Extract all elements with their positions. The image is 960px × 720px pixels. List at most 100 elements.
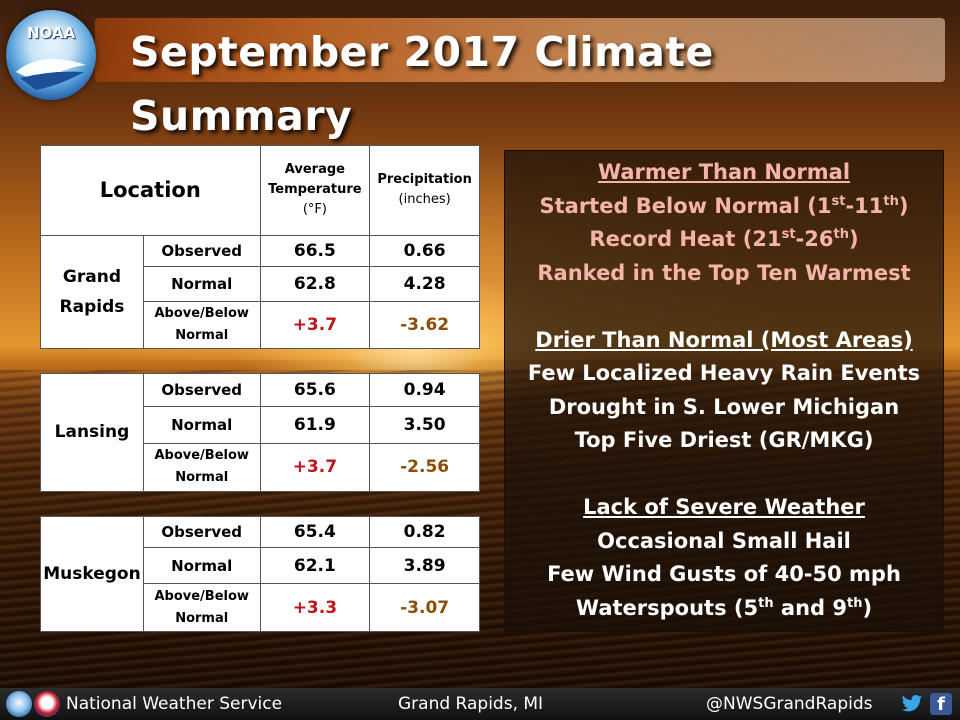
footer-social-handle[interactable]: @NWSGrandRapids (706, 694, 873, 714)
normal-temperature: 61.9 (259, 405, 371, 445)
observed-temperature: 66.5 (259, 234, 371, 268)
summary-line: Ranked in the Top Ten Warmest (537, 260, 911, 285)
summary-sup: th (883, 193, 899, 209)
warm-heading: Warmer Than Normal (597, 160, 851, 184)
table-row: Above/Below Normal +3.7 -2.56 (41, 443, 480, 492)
summary-line: Started Below Normal (1st-11th) (505, 190, 943, 224)
footer-city: Grand Rapids, MI (398, 694, 544, 714)
departure-label-line: Normal (175, 327, 229, 343)
location-name-line: Grand (62, 266, 121, 287)
table-row: Normal 62.8 4.28 (41, 266, 480, 302)
table-spacer (40, 490, 480, 517)
normal-precipitation: 4.28 (369, 266, 480, 302)
location-name: Grand Rapids (40, 234, 144, 350)
summary-line: Record Heat (21st-26th) (505, 223, 943, 257)
row-label-normal: Normal (142, 405, 261, 445)
temperature-header-label: Average Temperature (268, 162, 362, 198)
location-name: Muskegon (40, 515, 144, 633)
twitter-icon[interactable] (900, 693, 924, 715)
facebook-icon[interactable]: f (930, 693, 952, 715)
summary-panel: Warmer Than Normal Started Below Normal … (504, 150, 944, 632)
temperature-unit: (°F) (302, 202, 327, 218)
summary-gap (505, 290, 943, 324)
table-row: Lansing Observed 65.6 0.94 (40, 373, 480, 492)
summary-line: Drought in S. Lower Michigan (548, 394, 900, 419)
normal-precipitation: 3.50 (369, 405, 480, 445)
row-label-departure: Above/Below Normal (142, 443, 261, 492)
table-row: Grand Rapids Observed 66.5 0.66 (40, 234, 480, 350)
summary-sup: st (831, 193, 846, 209)
noaa-logo-text: NOAA (26, 24, 76, 42)
temperature-departure: +3.7 (259, 300, 371, 350)
row-label-normal: Normal (142, 547, 261, 585)
summary-sup: th (833, 227, 849, 242)
title-banner (95, 18, 945, 82)
summary-text: ) (898, 193, 909, 218)
temperature-header: Average Temperature (°F) (259, 145, 371, 236)
summary-text: ) (862, 595, 873, 620)
summary-text: Record Heat (21 (589, 227, 782, 251)
temperature-departure: +3.7 (259, 443, 371, 492)
temperature-departure: +3.3 (259, 583, 371, 632)
precipitation-header-label: Precipitation (377, 172, 472, 188)
noaa-bird-icon (16, 58, 86, 90)
row-label-departure: Above/Below Normal (142, 583, 261, 632)
precipitation-header: Precipitation (inches) (369, 145, 480, 236)
summary-sup: th (846, 595, 863, 611)
summary-text: Started Below Normal (1 (539, 193, 832, 218)
footer-office: National Weather Service (66, 694, 283, 714)
precipitation-departure: -3.62 (369, 300, 480, 350)
summary-line: Occasional Small Hail (597, 528, 851, 553)
nws-small-logo-icon (34, 691, 60, 717)
table-row: Normal 62.1 3.89 (41, 547, 480, 585)
normal-temperature: 62.8 (259, 266, 371, 302)
departure-label-line: Above/Below (154, 588, 249, 604)
precipitation-unit: (inches) (398, 192, 451, 208)
row-label-observed: Observed (142, 373, 261, 407)
noaa-logo: NOAA (6, 10, 96, 100)
observed-precipitation: 0.82 (369, 515, 480, 549)
table-header-row: Location Average Temperature (°F) Precip… (40, 145, 480, 236)
departure-label-line: Normal (175, 610, 229, 626)
normal-precipitation: 3.89 (369, 547, 480, 585)
summary-line: Waterspouts (5th and 9th) (505, 592, 943, 626)
severe-heading: Lack of Severe Weather (583, 495, 865, 519)
summary-sup: st (781, 227, 796, 242)
summary-text: -11 (845, 193, 884, 218)
location-name: Lansing (40, 373, 144, 492)
summary-gap (505, 458, 943, 492)
summary-text: -26 (795, 227, 834, 251)
dry-heading: Drier Than Normal (Most Areas) (535, 327, 913, 352)
location-name-line: Rapids (59, 296, 125, 317)
departure-label-line: Normal (175, 470, 229, 486)
departure-label-line: Above/Below (154, 305, 249, 321)
table-row: Above/Below Normal +3.3 -3.07 (41, 583, 480, 632)
location-name-line: Muskegon (43, 563, 141, 584)
table-spacer (40, 348, 480, 375)
observed-precipitation: 0.94 (369, 373, 480, 407)
summary-line: Few Wind Gusts of 40-50 mph (547, 562, 901, 586)
row-label-normal: Normal (142, 266, 261, 302)
precipitation-departure: -2.56 (369, 443, 480, 492)
climate-data-table: Location Average Temperature (°F) Precip… (40, 145, 480, 633)
footer-bar: National Weather Service Grand Rapids, M… (0, 688, 960, 720)
table-row: Above/Below Normal +3.7 -3.62 (41, 300, 480, 350)
row-label-observed: Observed (142, 515, 261, 549)
summary-text: ) (848, 227, 859, 251)
page-title: September 2017 Climate Summary (130, 28, 714, 140)
row-label-observed: Observed (142, 234, 261, 268)
noaa-small-logo-icon (6, 691, 32, 717)
summary-text: Waterspouts (5 (575, 595, 759, 620)
observed-precipitation: 0.66 (369, 234, 480, 268)
observed-temperature: 65.4 (259, 515, 371, 549)
precipitation-departure: -3.07 (369, 583, 480, 632)
summary-line: Top Five Driest (GR/MKG) (574, 428, 874, 452)
summary-sup: th (758, 595, 774, 611)
summary-line: Few Localized Heavy Rain Events (527, 361, 921, 385)
location-name-line: Lansing (54, 422, 130, 443)
row-label-departure: Above/Below Normal (142, 300, 261, 350)
normal-temperature: 62.1 (259, 547, 371, 585)
location-header: Location (40, 145, 261, 236)
observed-temperature: 65.6 (259, 373, 371, 407)
summary-text: and 9 (773, 595, 847, 620)
